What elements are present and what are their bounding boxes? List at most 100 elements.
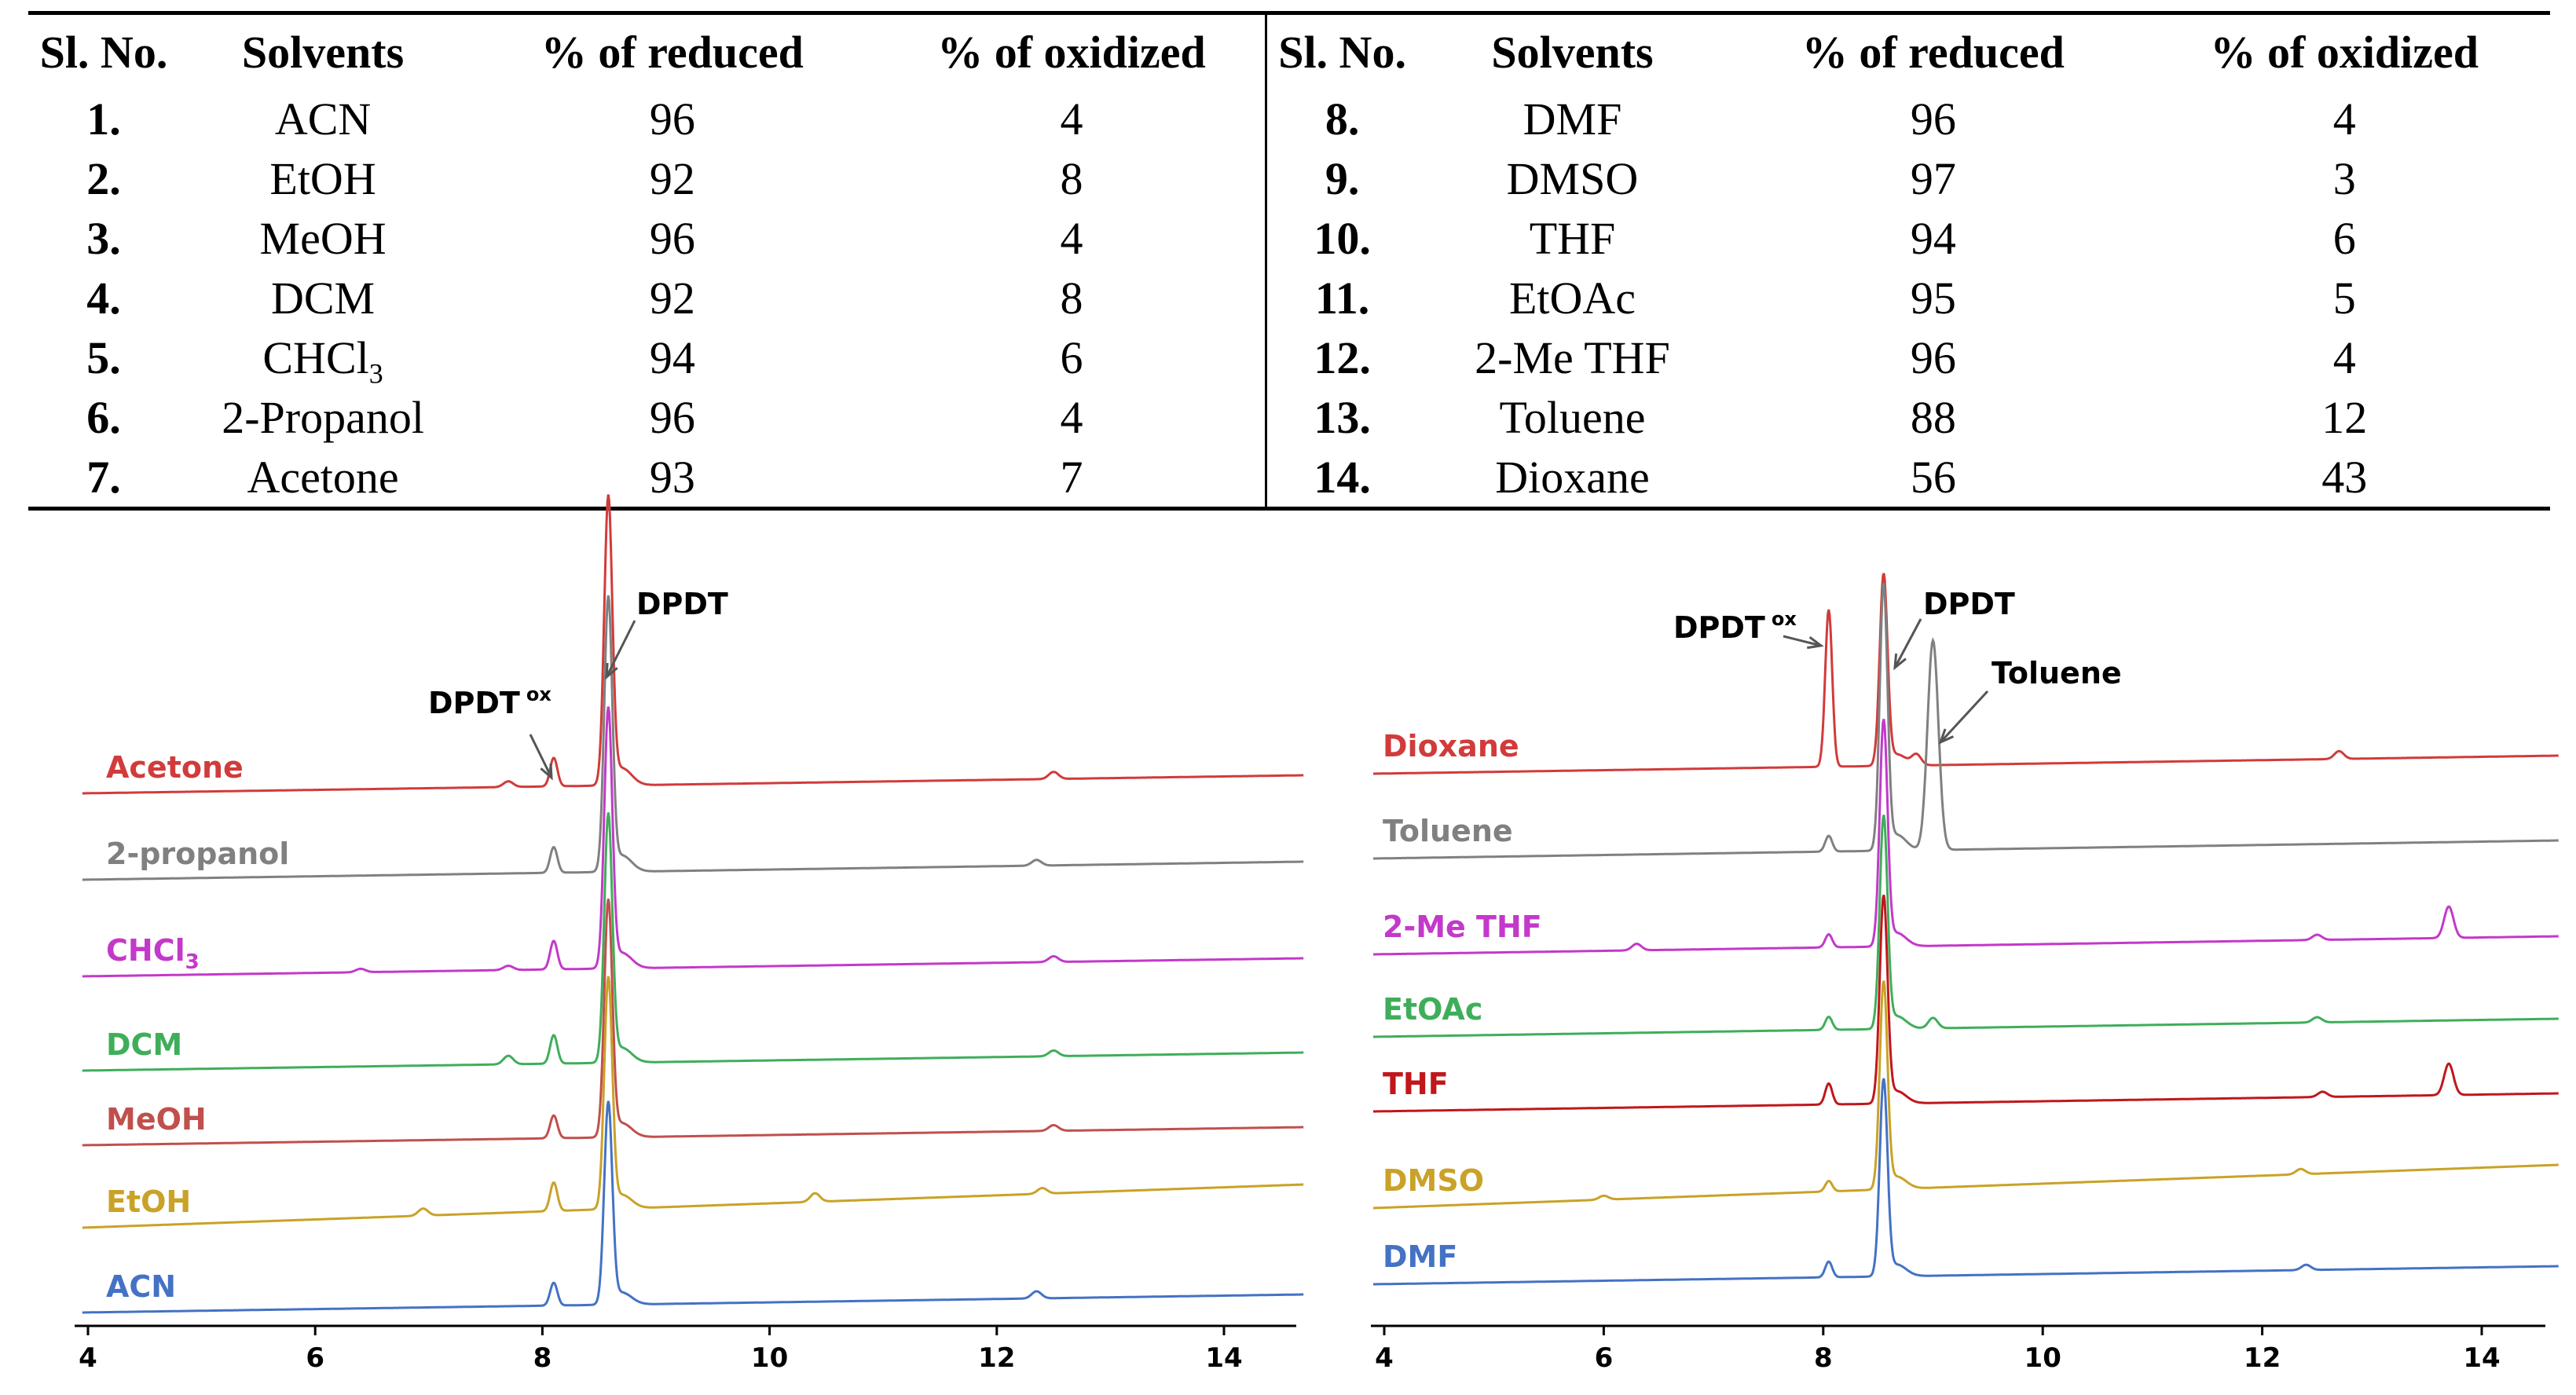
cell-reduced: 97 <box>1910 152 1956 204</box>
series-label: DCM <box>106 1027 182 1062</box>
annotation-text: DPDT <box>1923 587 2015 621</box>
series-label-text: 2-propanol <box>106 837 289 871</box>
solvent-name: DMF <box>1523 93 1622 145</box>
annotation-text: Toluene <box>1992 656 2122 690</box>
series-label: 2-propanol <box>106 837 289 871</box>
solvent-subscript: 3 <box>368 357 383 390</box>
annotation-arrow <box>1893 618 1922 668</box>
annotation-arrowhead <box>605 662 618 680</box>
series-label: CHCl3 <box>106 933 200 974</box>
series-label: Acetone <box>106 750 244 785</box>
cell-solvent: THF <box>1417 208 1728 268</box>
x-tick-label: 8 <box>1814 1342 1833 1374</box>
cell-oxidized: 8 <box>878 148 1268 208</box>
cell-sl-no: 8. <box>1325 93 1360 145</box>
annotation-superscript: ox <box>526 683 551 705</box>
cell-reduced: 96 <box>1910 93 1956 145</box>
cell-reduced: 94 <box>649 331 695 383</box>
cell-oxidized: 12 <box>2321 391 2368 443</box>
header-oxidized: % of oxidized <box>878 13 1268 89</box>
series-label-text: DMSO <box>1383 1163 1484 1198</box>
series-label-text: Dioxane <box>1383 729 1519 763</box>
chart-panel-1: 4 6 8 10 12 14 Acetone 2-propanol CHCl3 DCM MeOH Et… <box>75 494 1304 1374</box>
header-oxidized: % of oxidized <box>2210 26 2479 78</box>
annotation-text: DPDT <box>636 587 728 621</box>
annotation-arrowhead <box>540 763 553 781</box>
x-tick-label: 6 <box>1595 1342 1614 1374</box>
cell-reduced: 92 <box>649 152 695 204</box>
header-sl-no: Sl. No. <box>39 26 168 78</box>
series-label: Toluene <box>1383 814 1513 848</box>
table-row: 3. MeOH 96 4 10. THF 94 6 <box>28 208 2550 268</box>
solvent-name: ACN <box>274 93 372 145</box>
trace-2-propanol <box>82 595 1304 881</box>
header-reduced: % of reduced <box>540 26 804 78</box>
trace-acetone <box>82 494 1304 795</box>
results-table-container: Sl. No. Solvents % of reduced % of oxidi… <box>28 11 2550 509</box>
cell-sl-no: 9. <box>1325 152 1360 204</box>
annotation-arrowhead <box>1893 653 1907 671</box>
cell-sl-no: 6. <box>86 391 121 443</box>
table-header-row: Sl. No. Solvents % of reduced % of oxidi… <box>28 13 2550 89</box>
cell-reduced: 96 <box>1910 331 1956 383</box>
x-tick-label: 14 <box>2463 1342 2500 1374</box>
cell-solvent: 2-Me THF <box>1417 328 1728 387</box>
x-tick-label: 10 <box>2025 1342 2061 1374</box>
cell-sl-no: 11. <box>1314 272 1370 324</box>
cell-oxidized: 43 <box>2321 451 2368 503</box>
series-label-text: 2-Me THF <box>1383 910 1542 944</box>
trace-dioxane <box>1373 573 2559 775</box>
cell-sl-no: 10. <box>1314 212 1371 264</box>
trace-chcl <box>82 706 1304 978</box>
x-tick-label: 8 <box>533 1342 552 1374</box>
cell-sl-no: 3. <box>86 212 121 264</box>
series-label-text: MeOH <box>106 1102 207 1137</box>
cell-oxidized: 6 <box>878 328 1268 387</box>
trace-meoh <box>82 899 1304 1147</box>
series-label: DMF <box>1383 1239 1457 1274</box>
solvent-name: DCM <box>270 272 376 324</box>
solvent-name: EtOH <box>269 152 376 204</box>
cell-solvent: EtOAc <box>1417 268 1728 328</box>
annotation-arrow <box>1783 635 1822 647</box>
series-label: EtOAc <box>1383 992 1482 1027</box>
x-tick-label: 4 <box>79 1342 97 1374</box>
cell-oxidized: 5 <box>2332 272 2356 324</box>
table-row: 6. 2-Propanol 96 4 13. Toluene 88 12 <box>28 387 2550 447</box>
series-label-text: DCM <box>106 1027 182 1062</box>
cell-solvent: Dioxane <box>1417 447 1728 509</box>
cell-oxidized: 3 <box>2332 152 2356 204</box>
solvent-name: MeOH <box>259 212 387 264</box>
cell-sl-no: 4. <box>86 272 121 324</box>
cell-solvent: ACN <box>179 89 467 148</box>
table-row: 4. DCM 92 8 11. EtOAc 95 5 <box>28 268 2550 328</box>
cell-sl-no: 13. <box>1314 391 1371 443</box>
x-tick-label: 12 <box>978 1342 1015 1374</box>
cell-solvent: DMF <box>1417 89 1728 148</box>
annotation-label: DPDT <box>1923 587 2015 621</box>
trace-etoh <box>82 976 1304 1229</box>
series-label-text: THF <box>1383 1067 1449 1101</box>
cell-oxidized: 4 <box>878 208 1268 268</box>
cell-solvent: DCM <box>179 268 467 328</box>
series-label: DMSO <box>1383 1163 1484 1198</box>
chart-panel-2: 4 6 8 10 12 14 Dioxane Toluene 2-Me THF EtOAc THF D… <box>1371 573 2559 1374</box>
cell-oxidized: 4 <box>878 387 1268 447</box>
x-tick-label: 6 <box>306 1342 324 1374</box>
series-label: THF <box>1383 1067 1449 1101</box>
table-row: 1. ACN 96 4 8. DMF 96 4 <box>28 89 2550 148</box>
trace-dmso <box>1373 980 2559 1210</box>
annotation-text: DPDT <box>1673 610 1765 645</box>
annotation-label: DPDT ox <box>1673 608 1797 645</box>
solvent-name: Dioxane <box>1495 451 1650 503</box>
header-reduced: % of reduced <box>1801 26 2065 78</box>
cell-oxidized: 6 <box>2332 212 2356 264</box>
annotation-label: Toluene <box>1992 656 2122 690</box>
trace-thf <box>1373 895 2559 1113</box>
series-label: 2-Me THF <box>1383 910 1542 944</box>
annotation-superscript: ox <box>1772 608 1797 630</box>
series-label-text: DMF <box>1383 1239 1457 1274</box>
header-solvents: Solvents <box>1491 26 1654 78</box>
cell-reduced: 96 <box>649 391 695 443</box>
cell-sl-no: 2. <box>86 152 121 204</box>
